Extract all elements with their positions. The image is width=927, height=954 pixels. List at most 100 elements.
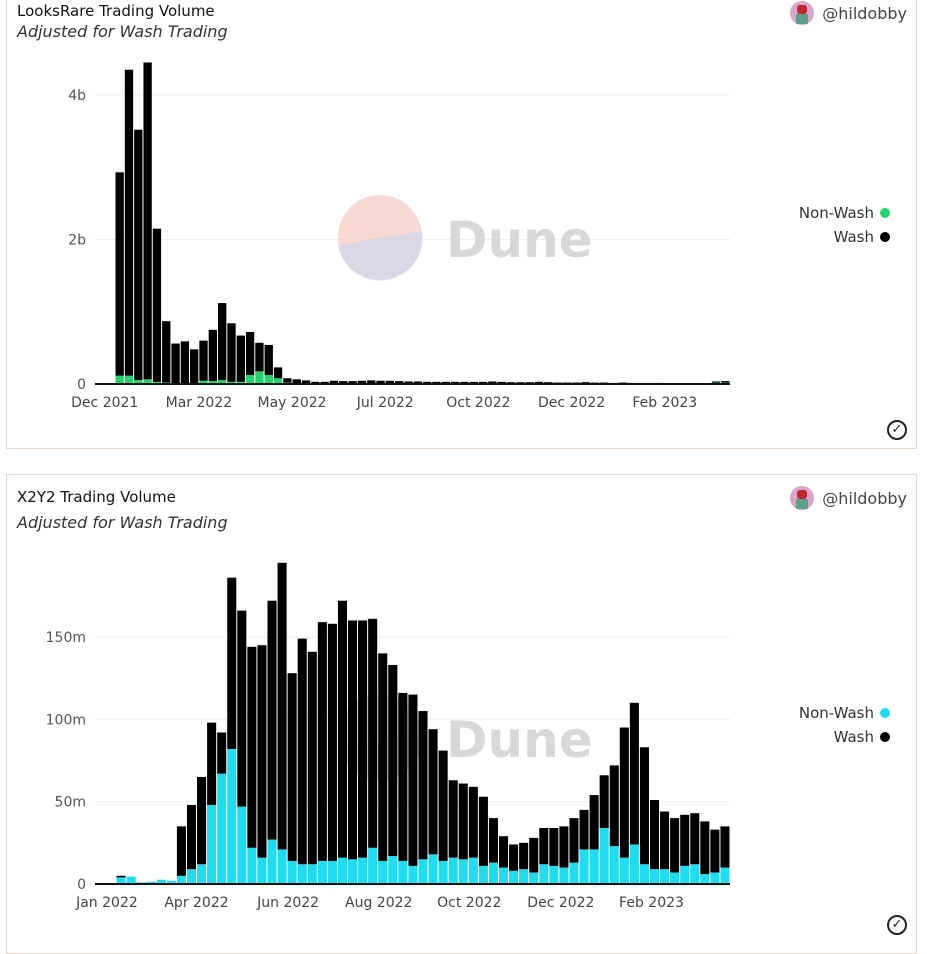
bar-wash — [283, 378, 291, 382]
bar-non-wash — [247, 848, 256, 884]
bar-non-wash — [670, 872, 679, 884]
bar-non-wash — [680, 866, 689, 884]
bar-wash — [479, 797, 488, 866]
bar-wash — [469, 787, 478, 858]
bar-wash — [267, 601, 276, 840]
bar-non-wash — [408, 866, 417, 884]
bar-non-wash — [257, 858, 266, 884]
bar-wash — [116, 172, 124, 375]
bar-non-wash — [459, 859, 468, 884]
bar-non-wash — [519, 869, 528, 884]
bar-wash — [499, 836, 508, 867]
bar-wash — [630, 703, 639, 845]
bar-non-wash — [449, 858, 458, 884]
bar-wash — [600, 775, 609, 828]
bar-wash — [388, 665, 397, 856]
bar-wash — [418, 711, 427, 859]
bar-wash — [134, 130, 142, 380]
bar-non-wash — [246, 375, 254, 384]
bar-non-wash — [660, 869, 669, 884]
bar-non-wash — [580, 849, 589, 884]
bar-non-wash — [197, 864, 206, 884]
bar-wash — [348, 620, 357, 859]
x-tick-label: Oct 2022 — [437, 895, 501, 911]
bar-wash — [162, 321, 170, 382]
bar-non-wash — [288, 861, 297, 884]
bar-wash — [177, 826, 186, 875]
bar-non-wash — [378, 861, 387, 884]
bar-wash — [227, 578, 236, 749]
bar-wash — [265, 345, 273, 375]
y-tick-label: 50m — [55, 795, 86, 811]
bar-wash — [217, 732, 226, 773]
bar-non-wash — [509, 871, 518, 884]
bar-wash — [712, 381, 720, 382]
bar-non-wash — [499, 868, 508, 884]
y-tick-label: 4b — [68, 88, 86, 104]
bar-non-wash — [590, 849, 599, 884]
bar-non-wash — [559, 868, 568, 884]
bar-wash — [298, 639, 307, 865]
x-tick-label: Jul 2022 — [356, 395, 414, 411]
bar-wash — [710, 830, 719, 873]
bar-non-wash — [116, 376, 124, 384]
bar-wash — [549, 828, 558, 866]
bar-non-wash — [125, 376, 133, 384]
bar-wash — [680, 815, 689, 866]
y-tick-label: 0 — [77, 877, 86, 893]
bar-wash — [328, 624, 337, 861]
bar-wash — [358, 620, 367, 857]
bar-wash — [690, 813, 699, 864]
bar-non-wash — [479, 866, 488, 884]
bar-non-wash — [187, 869, 196, 884]
x-tick-label: Oct 2022 — [446, 395, 510, 411]
bar-non-wash — [237, 807, 246, 884]
bar-wash — [218, 303, 226, 380]
bar-wash — [368, 619, 377, 848]
bar-non-wash — [388, 856, 397, 884]
x-tick-label: Apr 2022 — [164, 895, 228, 911]
y-tick-label: 2b — [68, 233, 86, 249]
bar-non-wash — [700, 874, 709, 884]
watermark-text: Dune — [446, 211, 593, 269]
bar-wash — [274, 367, 282, 378]
bar-non-wash — [549, 866, 558, 884]
bar-wash — [318, 622, 327, 861]
bar-non-wash — [710, 872, 719, 884]
bar-wash — [429, 729, 438, 854]
bar-wash — [237, 336, 245, 382]
bar-non-wash — [177, 876, 186, 884]
bar-non-wash — [127, 877, 136, 884]
bar-non-wash — [429, 854, 438, 884]
bar-non-wash — [439, 861, 448, 884]
bar-wash — [257, 645, 266, 857]
bar-non-wash — [368, 848, 377, 884]
bar-non-wash — [539, 864, 548, 884]
bar-wash — [610, 765, 619, 846]
bar-non-wash — [318, 861, 327, 884]
bar-wash — [308, 652, 317, 864]
bar-wash — [398, 693, 407, 861]
bar-non-wash — [358, 858, 367, 884]
bar-wash — [278, 563, 287, 850]
bar-non-wash — [650, 869, 659, 884]
bar-non-wash — [620, 858, 629, 884]
bar-wash — [670, 818, 679, 872]
x-tick-label: Dec 2021 — [71, 395, 138, 411]
bar-wash — [569, 818, 578, 862]
bar-non-wash — [255, 371, 263, 384]
bar-wash — [650, 800, 659, 869]
bar-wash — [302, 380, 310, 383]
bar-wash — [125, 70, 133, 376]
bar-wash — [378, 653, 387, 861]
bar-wash — [529, 838, 538, 873]
x-tick-label: Mar 2022 — [166, 395, 233, 411]
x-tick-label: Feb 2023 — [619, 895, 684, 911]
bar-wash — [489, 818, 498, 862]
bar-non-wash — [338, 858, 347, 884]
bar-wash — [459, 784, 468, 860]
bar-wash — [255, 343, 263, 372]
